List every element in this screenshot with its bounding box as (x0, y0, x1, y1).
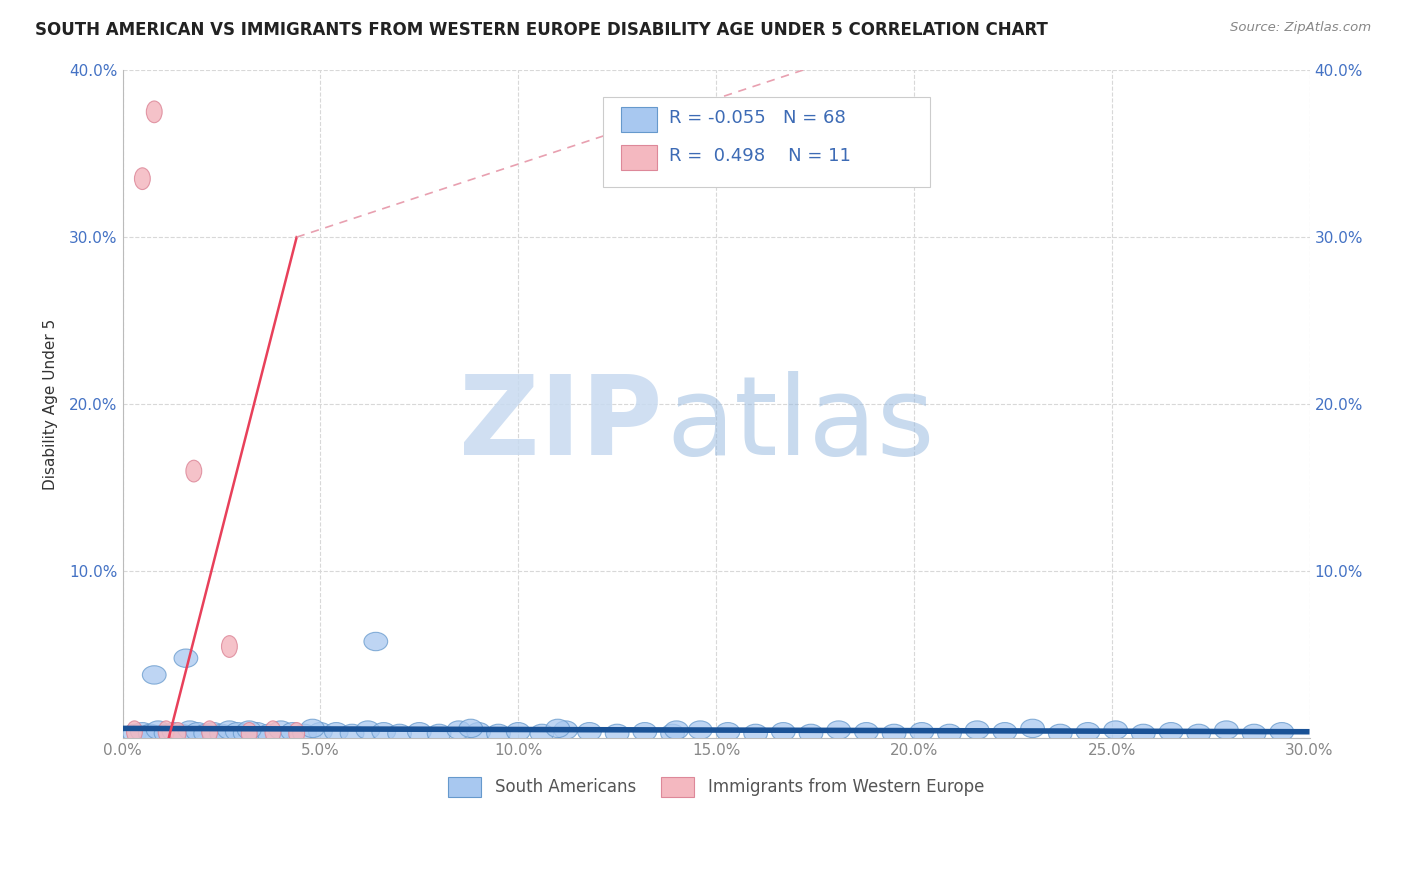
Ellipse shape (242, 723, 257, 744)
Ellipse shape (855, 723, 879, 741)
Ellipse shape (245, 723, 269, 741)
Text: R =  0.498    N = 11: R = 0.498 N = 11 (669, 146, 851, 165)
Ellipse shape (356, 721, 380, 739)
Ellipse shape (225, 723, 249, 741)
Ellipse shape (546, 719, 569, 738)
Ellipse shape (938, 724, 962, 743)
Ellipse shape (1049, 724, 1073, 743)
Ellipse shape (1132, 724, 1156, 743)
Ellipse shape (427, 724, 451, 743)
Ellipse shape (486, 724, 510, 743)
Ellipse shape (308, 723, 332, 741)
Ellipse shape (201, 723, 225, 741)
Ellipse shape (716, 723, 740, 741)
Ellipse shape (131, 723, 155, 741)
Ellipse shape (138, 724, 162, 743)
Ellipse shape (292, 724, 316, 743)
Ellipse shape (170, 724, 194, 743)
Ellipse shape (633, 723, 657, 741)
Ellipse shape (993, 723, 1017, 741)
Ellipse shape (661, 724, 685, 743)
Ellipse shape (155, 724, 179, 743)
Ellipse shape (1104, 721, 1128, 739)
FancyBboxPatch shape (621, 145, 657, 170)
Ellipse shape (218, 721, 242, 739)
Ellipse shape (1159, 723, 1182, 741)
Ellipse shape (233, 724, 257, 743)
Ellipse shape (364, 632, 388, 650)
Ellipse shape (689, 721, 711, 739)
Ellipse shape (142, 665, 166, 684)
Ellipse shape (135, 168, 150, 189)
Ellipse shape (186, 460, 201, 482)
Ellipse shape (186, 723, 209, 741)
Ellipse shape (170, 723, 186, 744)
Ellipse shape (467, 723, 491, 741)
Ellipse shape (269, 721, 292, 739)
Ellipse shape (1215, 721, 1239, 739)
Ellipse shape (340, 724, 364, 743)
Ellipse shape (772, 723, 796, 741)
Ellipse shape (194, 724, 218, 743)
Text: atlas: atlas (666, 371, 935, 478)
Ellipse shape (257, 724, 281, 743)
Ellipse shape (530, 724, 554, 743)
Y-axis label: Disability Age Under 5: Disability Age Under 5 (44, 318, 58, 490)
Ellipse shape (799, 724, 823, 743)
Ellipse shape (1187, 724, 1211, 743)
Ellipse shape (665, 721, 689, 739)
Ellipse shape (506, 723, 530, 741)
Ellipse shape (578, 723, 602, 741)
Ellipse shape (371, 723, 395, 741)
Ellipse shape (146, 721, 170, 739)
Ellipse shape (605, 724, 628, 743)
Ellipse shape (127, 721, 142, 743)
Text: Source: ZipAtlas.com: Source: ZipAtlas.com (1230, 21, 1371, 34)
Ellipse shape (122, 724, 146, 743)
Ellipse shape (1270, 723, 1294, 741)
Ellipse shape (159, 721, 174, 743)
Ellipse shape (882, 724, 905, 743)
Ellipse shape (201, 721, 218, 743)
Ellipse shape (458, 719, 482, 738)
Ellipse shape (146, 101, 162, 123)
Ellipse shape (281, 723, 305, 741)
Ellipse shape (827, 721, 851, 739)
Ellipse shape (222, 636, 238, 657)
Ellipse shape (1021, 719, 1045, 738)
Ellipse shape (1076, 723, 1099, 741)
Ellipse shape (288, 723, 305, 744)
Ellipse shape (910, 723, 934, 741)
Text: ZIP: ZIP (460, 371, 662, 478)
Ellipse shape (301, 719, 325, 738)
Ellipse shape (388, 724, 412, 743)
Ellipse shape (179, 721, 201, 739)
Text: SOUTH AMERICAN VS IMMIGRANTS FROM WESTERN EUROPE DISABILITY AGE UNDER 5 CORRELAT: SOUTH AMERICAN VS IMMIGRANTS FROM WESTER… (35, 21, 1047, 38)
Ellipse shape (325, 723, 349, 741)
Ellipse shape (408, 723, 432, 741)
Ellipse shape (447, 721, 471, 739)
Legend: South Americans, Immigrants from Western Europe: South Americans, Immigrants from Western… (441, 770, 991, 804)
Text: R = -0.055   N = 68: R = -0.055 N = 68 (669, 109, 845, 128)
Ellipse shape (174, 649, 198, 667)
Ellipse shape (162, 723, 186, 741)
Ellipse shape (554, 721, 578, 739)
FancyBboxPatch shape (621, 107, 657, 132)
FancyBboxPatch shape (603, 97, 929, 187)
Ellipse shape (744, 724, 768, 743)
Ellipse shape (264, 721, 281, 743)
Ellipse shape (1243, 724, 1265, 743)
Ellipse shape (209, 724, 233, 743)
Ellipse shape (238, 721, 262, 739)
Ellipse shape (966, 721, 988, 739)
